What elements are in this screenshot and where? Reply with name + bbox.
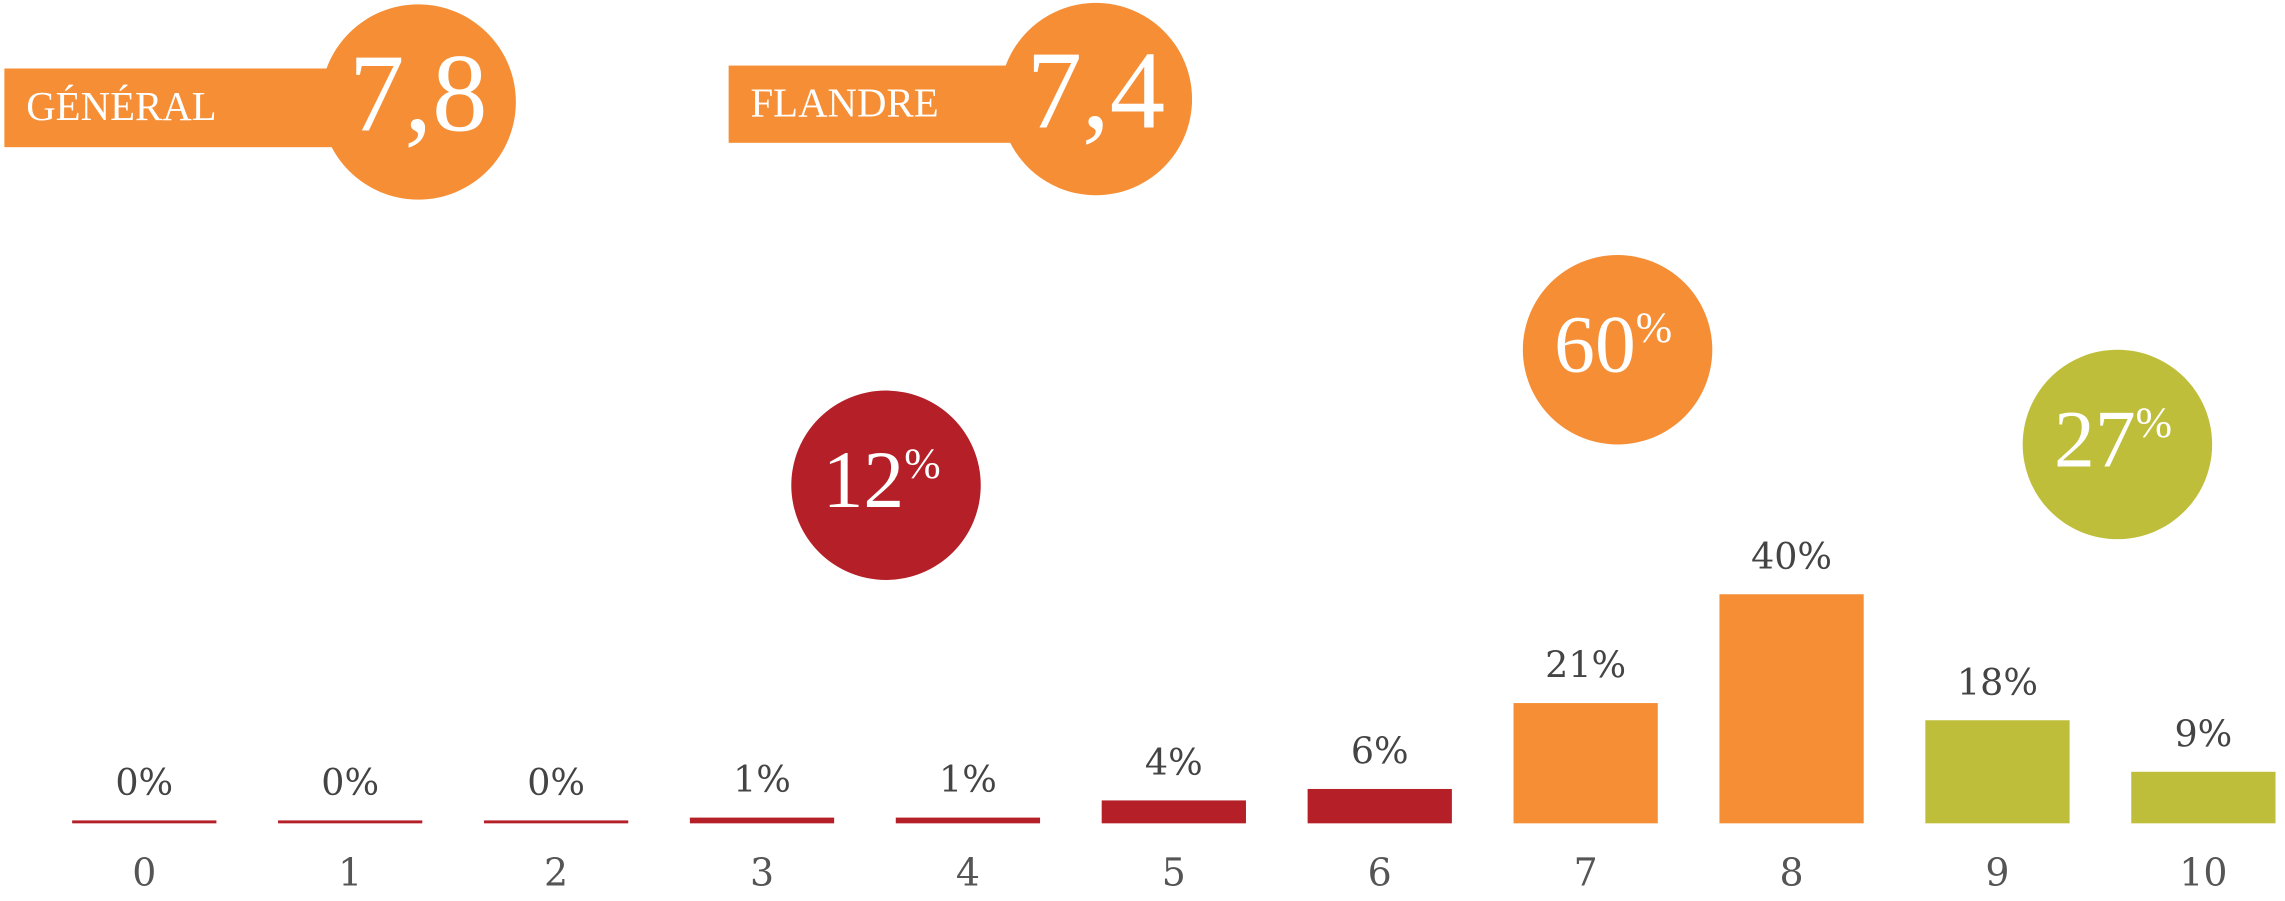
value-label: 18%	[1957, 661, 2038, 704]
value-label: 0%	[527, 761, 585, 804]
bar	[483, 820, 629, 824]
summary-circle	[791, 390, 981, 580]
summary-unit: %	[2136, 399, 2172, 447]
summary-unit: %	[1636, 304, 1672, 352]
summary-number: 27	[2054, 393, 2136, 484]
bar	[689, 817, 835, 824]
summary-circle	[1522, 255, 1713, 445]
value-label: 0%	[115, 761, 173, 804]
x-tick-label: 10	[2179, 850, 2227, 894]
value-label: 40%	[1751, 535, 1832, 578]
summary-label: 60%	[1554, 298, 1672, 389]
badge-circle	[999, 2, 1193, 196]
value-label: 1%	[733, 758, 791, 801]
badge-label: GÉNÉRAL	[26, 84, 216, 129]
summary-unit: %	[904, 440, 940, 488]
value-label: 4%	[1145, 741, 1203, 784]
bar	[1925, 720, 2070, 824]
bar	[278, 820, 423, 824]
badge-score: 7,4	[1027, 28, 1165, 151]
x-tick-label: 7	[1574, 850, 1598, 894]
summary-label: 12%	[823, 434, 941, 525]
summary-number: 60	[1554, 298, 1636, 389]
summary-number: 12	[823, 434, 905, 525]
value-label: 21%	[1545, 644, 1626, 687]
bar	[1307, 788, 1452, 824]
summary-label: 27%	[2054, 393, 2172, 484]
x-tick-label: 8	[1780, 850, 1804, 894]
x-tick-label: 4	[956, 850, 980, 894]
x-tick-label: 9	[1985, 850, 2009, 894]
x-tick-label: 3	[750, 850, 774, 894]
value-label: 1%	[939, 758, 997, 801]
x-tick-label: 1	[338, 850, 362, 894]
badge-label: FLANDRE	[750, 80, 938, 125]
bar	[1101, 800, 1246, 824]
bar	[2131, 771, 2276, 824]
bar	[895, 817, 1041, 824]
x-tick-label: 6	[1368, 850, 1392, 894]
value-label: 6%	[1351, 729, 1409, 772]
badge-circle	[320, 4, 516, 200]
summary-circle	[2022, 349, 2213, 540]
bar	[1719, 594, 1864, 824]
badge-bar	[728, 65, 1021, 143]
badge-score: 7,8	[349, 31, 487, 154]
value-label: 0%	[321, 761, 379, 804]
value-label: 9%	[2175, 712, 2233, 755]
bar	[1513, 703, 1658, 824]
badge-bar	[4, 68, 350, 148]
x-tick-label: 0	[132, 850, 156, 894]
x-tick-label: 5	[1162, 850, 1186, 894]
bar	[72, 820, 217, 824]
x-tick-label: 2	[544, 850, 568, 894]
